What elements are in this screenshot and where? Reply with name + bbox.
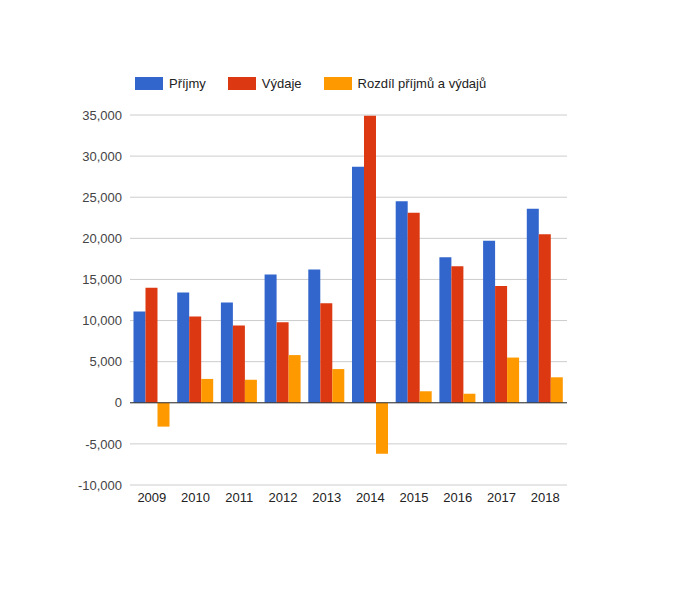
svg-text:-5,000: -5,000 xyxy=(85,437,122,452)
svg-text:25,000: 25,000 xyxy=(82,190,122,205)
svg-text:2012: 2012 xyxy=(268,490,297,505)
svg-text:5,000: 5,000 xyxy=(89,354,122,369)
html-text:Příjmy: Příjmy xyxy=(169,76,206,91)
svg-text:2018: 2018 xyxy=(531,490,560,505)
html-text:Výdaje: Výdaje xyxy=(261,76,302,91)
svg-text:10,000: 10,000 xyxy=(82,313,122,328)
svg-text:2013: 2013 xyxy=(312,490,341,505)
svg-text:30,000: 30,000 xyxy=(82,149,122,164)
svg-text:0: 0 xyxy=(115,395,122,410)
svg-text:2010: 2010 xyxy=(181,490,210,505)
svg-text:35,000: 35,000 xyxy=(82,108,122,123)
svg-text:-10,000: -10,000 xyxy=(78,478,122,493)
html-text:Rozdíl příjmů a výdajů: Rozdíl příjmů a výdajů xyxy=(357,76,487,91)
svg-text:2015: 2015 xyxy=(400,490,429,505)
svg-text:2009: 2009 xyxy=(137,490,166,505)
svg-text:15,000: 15,000 xyxy=(82,272,122,287)
svg-text:2014: 2014 xyxy=(356,490,385,505)
svg-text:2016: 2016 xyxy=(443,490,472,505)
svg-text:20,000: 20,000 xyxy=(82,231,122,246)
svg-text:2017: 2017 xyxy=(487,490,516,505)
svg-text:2011: 2011 xyxy=(225,490,253,505)
